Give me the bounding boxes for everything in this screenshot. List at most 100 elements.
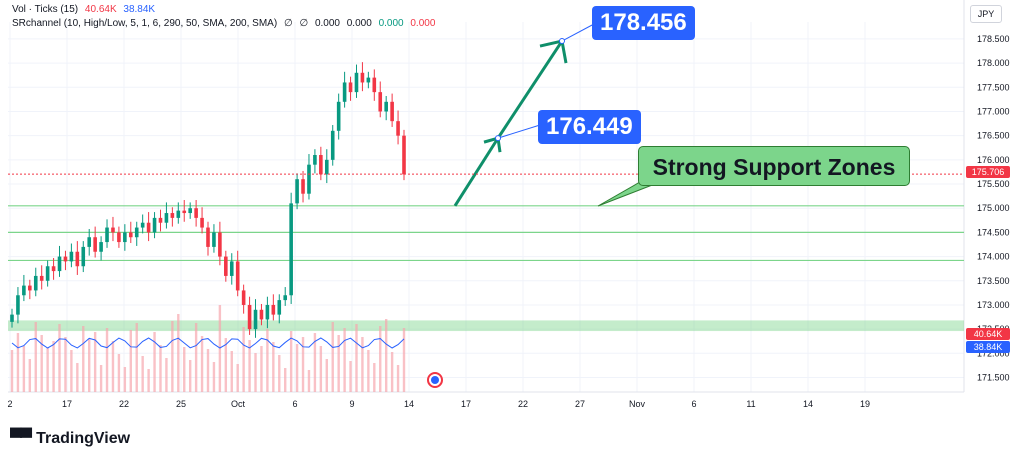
- candle-body: [354, 72, 359, 93]
- candle-body: [22, 285, 26, 296]
- volume-bar: [16, 333, 20, 392]
- candle-body: [265, 304, 270, 320]
- volume-down-value: 38.84K: [123, 4, 156, 15]
- x-tick-label: 14: [803, 399, 813, 409]
- y-tick-label: 176.000: [977, 155, 1010, 165]
- volume-bar: [183, 347, 186, 392]
- y-tick-label: 175.500: [977, 179, 1010, 189]
- candle-body: [313, 155, 317, 165]
- volume-bar: [236, 364, 239, 392]
- y-tick-label: 174.500: [977, 227, 1010, 237]
- tradingview-logo-icon: ▀▀: [10, 428, 32, 447]
- projection-arrows: [453, 23, 661, 207]
- candle-body: [57, 256, 62, 272]
- y-tick-label: 171.500: [977, 372, 1010, 382]
- candle-body: [188, 208, 192, 214]
- volume-bar: [212, 362, 216, 392]
- volume-bar: [361, 337, 364, 392]
- x-tick-label: 22: [518, 399, 528, 409]
- volume-bar: [224, 338, 228, 392]
- volume-bar: [22, 346, 26, 392]
- price-chart[interactable]: 178.500 178.000 177.500 177.000 176.500 176.0…: [0, 0, 1024, 420]
- tradingview-logo[interactable]: ▀▀ TradingView: [10, 428, 130, 448]
- volume-bar: [355, 324, 358, 392]
- volume-bar: [70, 350, 73, 392]
- candle-body: [319, 155, 323, 175]
- volume-bar: [396, 365, 400, 392]
- candle-body: [194, 208, 198, 218]
- x-tick-label: 22: [119, 399, 129, 409]
- volume-bar: [295, 344, 299, 392]
- volume-legend[interactable]: Vol · Ticks (15) 40.64K 38.84K: [12, 4, 159, 15]
- volume-bar: [254, 353, 257, 392]
- y-tick-label: 172.000: [977, 348, 1010, 358]
- x-tick-label: Nov: [629, 399, 646, 409]
- candle-body: [123, 232, 127, 243]
- volume-bar: [402, 328, 406, 392]
- candle-body: [200, 217, 204, 228]
- candle-body: [28, 285, 32, 291]
- volume-bar: [93, 332, 97, 392]
- candle-body: [283, 295, 288, 301]
- candle-body: [81, 246, 86, 267]
- replay-icon[interactable]: [427, 372, 443, 388]
- volume-bar: [177, 314, 180, 392]
- volume-bar: [260, 346, 263, 392]
- sr-legend[interactable]: SRchannel (10, High/Low, 5, 1, 6, 290, 5…: [12, 18, 439, 29]
- support-zone: [8, 320, 964, 332]
- x-tick-label: 17: [62, 399, 72, 409]
- candle-body: [93, 237, 97, 252]
- candle-body: [402, 135, 406, 175]
- volume-bar: [28, 359, 32, 392]
- candle-body: [360, 72, 365, 83]
- volume-bar: [135, 323, 138, 392]
- candle-body: [396, 121, 400, 136]
- candle-body: [176, 210, 181, 218]
- volume-bar: [147, 369, 150, 392]
- candle-body: [229, 261, 234, 276]
- candle-body: [33, 275, 38, 291]
- volume-bar: [307, 370, 311, 392]
- candle-body: [158, 217, 163, 223]
- candle-body: [224, 256, 228, 276]
- volume-bar: [188, 360, 192, 392]
- volume-bar: [10, 350, 14, 392]
- y-tick-label: 174.000: [977, 252, 1010, 262]
- y-tick-label: 175.000: [977, 203, 1010, 213]
- candle-body: [164, 213, 169, 223]
- axis-ticks: 178.500 178.000 177.500 177.000 176.500 176.0…: [7, 34, 1009, 409]
- y-tick-label: 173.500: [977, 276, 1010, 286]
- target-high-label: 178.456: [592, 6, 695, 40]
- volume-bar: [105, 328, 109, 392]
- volume-bar: [373, 363, 376, 392]
- x-tick-label: 11: [746, 399, 755, 409]
- volume-bar: [325, 359, 328, 392]
- candle-body: [241, 290, 246, 305]
- sr-value: ∅: [299, 18, 309, 29]
- volume-bar: [159, 345, 162, 392]
- volume-bar: [82, 326, 85, 392]
- y-tick-label: 177.000: [977, 106, 1010, 116]
- candle-body: [51, 266, 56, 272]
- volume-bar: [242, 327, 245, 392]
- candle-body: [152, 217, 157, 233]
- candle-body: [235, 261, 240, 291]
- volume-bar: [117, 354, 121, 392]
- sr-value: 0.000: [410, 18, 436, 29]
- volume-bar: [301, 337, 305, 392]
- sr-value: ∅: [283, 18, 293, 29]
- chart-grid: [8, 0, 965, 393]
- volume-bar: [171, 321, 174, 392]
- volume-down-tag: 38.84K: [966, 341, 1010, 353]
- x-tick-label: 2: [7, 399, 12, 409]
- sr-value: 0.000: [378, 18, 404, 29]
- candle-body: [378, 92, 383, 112]
- candle-body: [247, 304, 252, 330]
- brand-name: TradingView: [36, 430, 131, 447]
- volume-bar: [141, 356, 144, 392]
- candle-body: [253, 309, 258, 330]
- candle-body: [259, 309, 264, 320]
- candle-body: [324, 159, 329, 175]
- currency-selector[interactable]: JPY: [970, 5, 1002, 23]
- candle-body: [277, 300, 282, 315]
